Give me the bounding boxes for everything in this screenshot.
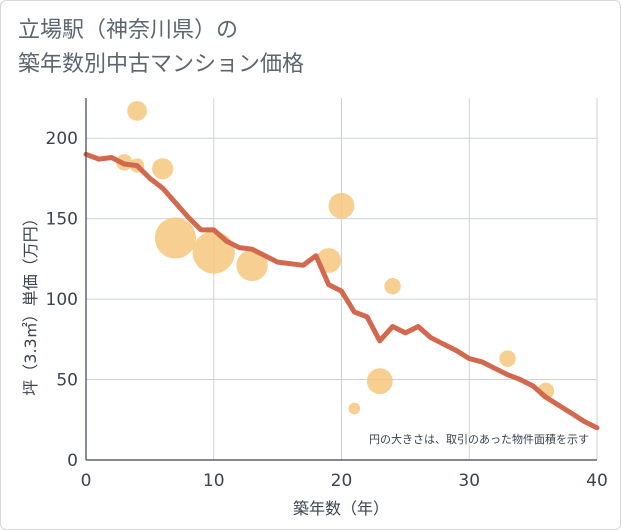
bubble-point (152, 158, 174, 180)
x-tick-label: 20 (331, 471, 353, 491)
chart-title-line-1: 立場駅（神奈川県）の (18, 18, 239, 43)
bubble-point (236, 249, 268, 282)
y-tick-label: 50 (56, 371, 78, 391)
bubbles-layer (116, 100, 555, 415)
bubble-point (127, 100, 147, 121)
chart-title-line-2: 築年数別中古マンション価格 (18, 52, 305, 77)
average-price-line (83, 151, 600, 431)
axes-layer: 0 10 20 30 40 0 50 100 150 200 (46, 98, 608, 491)
y-tick-label: 100 (46, 290, 78, 310)
x-tick-label: 30 (458, 471, 480, 491)
y-tick-label: 200 (46, 129, 78, 149)
bubble-point (366, 368, 393, 395)
y-tick-label: 150 (46, 210, 78, 230)
trend-line-layer (83, 151, 600, 431)
chart-title: 立場駅（神奈川県）の 築年数別中古マンション価格 (18, 14, 304, 82)
bubble-point (384, 278, 401, 295)
grid-lines (86, 98, 598, 460)
bubble-size-note: 円の大きさは、取引のあった物件面積を示す (369, 432, 589, 446)
x-axis-label: 築年数（年） (293, 499, 389, 518)
bubble-point (499, 350, 516, 367)
y-tick-label: 0 (67, 451, 78, 471)
bubble-point (328, 192, 355, 219)
bubble-point (154, 217, 196, 259)
bubble-point (348, 402, 361, 415)
bubble-point (192, 231, 235, 274)
y-axis-label: 坪（3.3㎡）単価（万円） (21, 210, 40, 395)
x-tick-label: 10 (203, 471, 225, 491)
x-tick-label: 0 (81, 471, 92, 491)
x-tick-label: 40 (586, 471, 608, 491)
